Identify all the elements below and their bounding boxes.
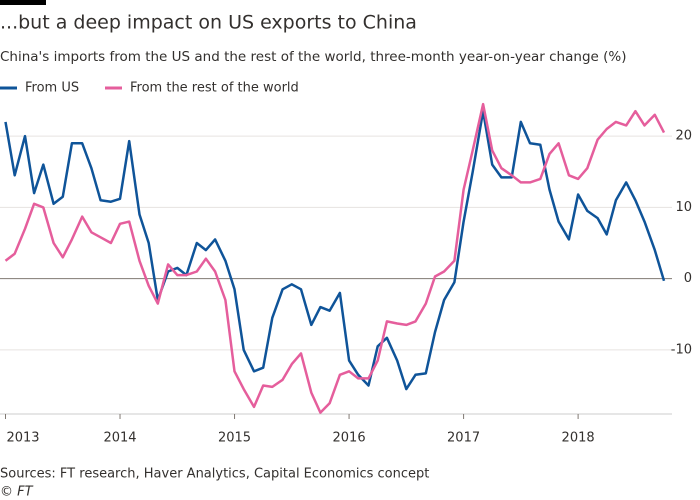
x-tick-label: 2013 — [6, 431, 39, 446]
credit: © FT — [0, 485, 34, 500]
y-tick-label: -10 — [671, 342, 692, 357]
source: Sources: FT research, Haver Analytics, C… — [0, 467, 429, 482]
legend-label: From the rest of the world — [130, 81, 299, 96]
x-tick-label: 2016 — [333, 431, 366, 446]
chart-title: ...but a deep impact on US exports to Ch… — [0, 12, 417, 34]
y-tick-label: 0 — [684, 271, 692, 286]
y-tick-label: 10 — [675, 200, 692, 215]
y-tick-label: 20 — [675, 129, 692, 144]
x-tick-label: 2017 — [447, 431, 480, 446]
series-line — [4, 102, 666, 414]
legend-label: From US — [25, 81, 79, 96]
chart-subtitle: China's imports from the US and the rest… — [0, 49, 626, 65]
x-tick-label: 2014 — [103, 431, 136, 446]
x-tick-label: 2015 — [218, 431, 251, 446]
brand-bar — [0, 0, 46, 5]
x-tick-label: 2018 — [562, 431, 595, 446]
series-line — [4, 109, 666, 391]
